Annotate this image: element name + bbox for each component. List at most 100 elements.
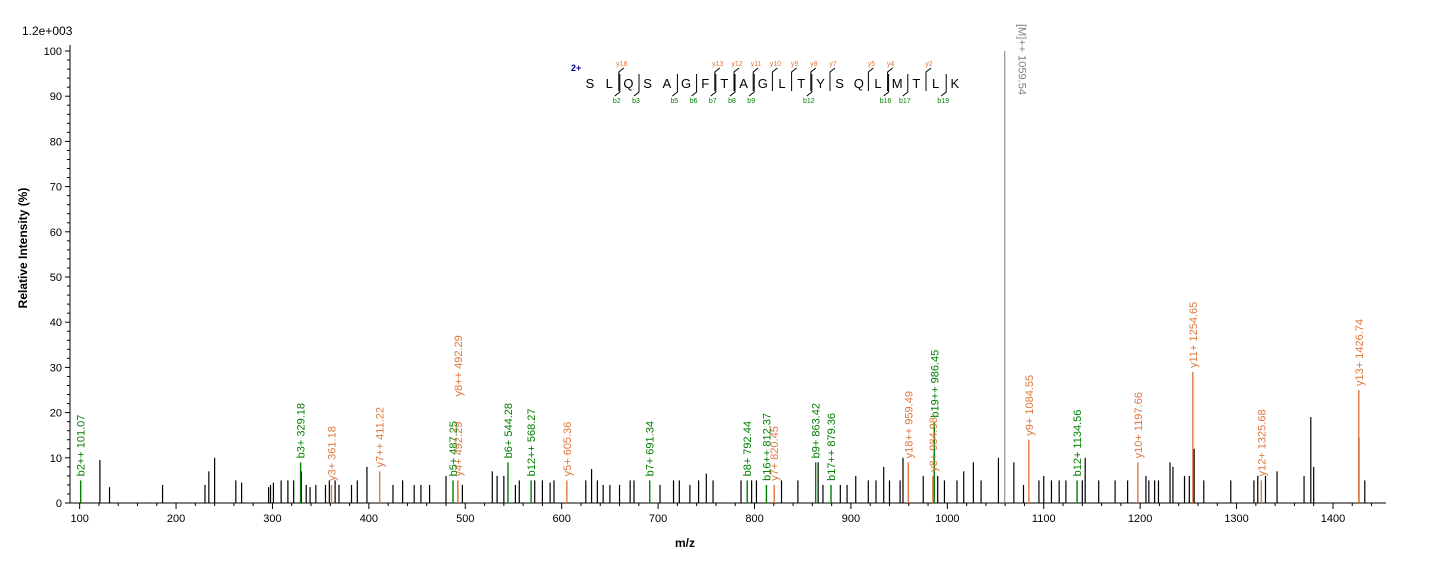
axes: 0 10 20 30 40 50 60 70 80 90 100 100 200 300 400 500 600… [44, 45, 1386, 525]
peak-label: b2++ 101.07 [76, 415, 88, 477]
y-fragment-mark [810, 67, 817, 91]
x-tick-label: 800 [745, 513, 763, 525]
residue: L [778, 76, 785, 91]
residue: S [586, 76, 595, 91]
residue: T [797, 76, 805, 91]
y-fragment-label: y13 [712, 61, 723, 68]
peaks [79, 51, 1366, 503]
y-tick-label: 30 [50, 362, 62, 374]
y-tick-label: 20 [50, 408, 62, 420]
residue: K [950, 76, 959, 91]
peak-label: y8+ 984.98 [928, 417, 940, 472]
y-fragment-mark [714, 67, 721, 91]
b-fragment-mark [729, 74, 736, 97]
y-tick-label: 0 [56, 498, 62, 510]
b-fragment-mark [940, 74, 947, 97]
b-fragment-label: b17 [899, 98, 911, 105]
b-fragment-mark [710, 74, 717, 97]
y-tick-label: 70 [50, 182, 62, 194]
x-tick-label: 300 [263, 513, 281, 525]
residue: A [662, 76, 671, 91]
y-tick-label: 60 [50, 227, 62, 239]
residue: L [932, 76, 939, 91]
x-tick-label: 1300 [1224, 513, 1248, 525]
b-fragment-mark [691, 74, 698, 97]
residue: G [758, 76, 768, 91]
peak-label: y10+ 1197.66 [1133, 392, 1145, 458]
peak-label: y7++ 411.22 [375, 407, 387, 467]
b-fragment-label: b19 [937, 98, 949, 105]
x-tick-label: 500 [456, 513, 474, 525]
y-tick-label: 100 [44, 46, 62, 58]
peak-label: y7+ 820.45 [769, 426, 781, 481]
y-fragment-mark [829, 67, 836, 91]
y-fragment-label: y5 [868, 61, 876, 68]
x-axis-title: m/z [675, 536, 695, 550]
y-fragment-mark [733, 67, 740, 91]
y-fragment-mark [925, 67, 932, 91]
x-tick-label: 900 [842, 513, 860, 525]
residue: L [606, 76, 613, 91]
x-tick-label: 700 [649, 513, 667, 525]
b-fragment-mark [633, 74, 640, 97]
residue: Q [854, 76, 864, 91]
peak-label: y18++ 959.49 [903, 391, 915, 458]
b-fragment-mark [902, 74, 909, 97]
y-fragment-label: y18 [616, 61, 627, 68]
residue: G [681, 76, 691, 91]
x-tick-label: 1400 [1321, 513, 1345, 525]
peak-label: b7+ 691.34 [645, 421, 657, 476]
residue: Y [816, 76, 825, 91]
peak-label: y9+ 1084.55 [1024, 375, 1036, 436]
peak-label: b12+ 1134.56 [1072, 410, 1084, 477]
x-tick-label: 1000 [935, 513, 959, 525]
b-fragment-label: b3 [632, 98, 640, 105]
residue: Q [623, 76, 633, 91]
b-fragment-label: b5 [671, 98, 679, 105]
y-fragment-label: y2 [925, 61, 933, 68]
residue: T [912, 76, 920, 91]
y-fragment-label: y9 [791, 61, 799, 68]
residue: L [874, 76, 881, 91]
peak-label: b12++ 568.27 [526, 408, 538, 476]
y-fragment-label: y11 [751, 61, 762, 68]
residue: F [701, 76, 709, 91]
b-fragment-mark [806, 74, 813, 97]
peak-label: b17++ 879.36 [826, 413, 838, 481]
y-fragment-label: y12 [731, 61, 742, 68]
peak-label: y12+ 1325.68 [1256, 409, 1268, 476]
y-tick-label: 50 [50, 272, 62, 284]
x-tick-label: 200 [167, 513, 185, 525]
b-fragment-label: b2 [613, 98, 621, 105]
charge-label: 2+ [571, 63, 581, 73]
b-fragment-mark [672, 74, 678, 97]
x-tick-label: 100 [70, 513, 88, 525]
b-fragment-label: b8 [728, 98, 736, 105]
peak-label: b3+ 329.18 [296, 403, 308, 458]
b-fragment-label: b6 [690, 98, 698, 105]
intensity-scale-label: 1.2e+003 [22, 24, 73, 38]
y-fragment-label: y8 [810, 61, 818, 68]
residue: S [643, 76, 652, 91]
b-fragment-mark [614, 74, 621, 97]
x-tick-label: 1200 [1128, 513, 1152, 525]
residue: A [739, 76, 748, 91]
y-fragment-mark [791, 67, 797, 91]
x-tick-label: 400 [360, 513, 378, 525]
peak-labels: b2++ 101.07 b3+ 329.18 y3+ 361.18 y7++ 411.… [76, 24, 1366, 481]
peak-label: b5+ 487.25 [448, 421, 460, 476]
peak-label: b6+ 544.28 [503, 403, 515, 458]
b-fragment-label: b16 [880, 98, 892, 105]
residue: T [720, 76, 728, 91]
peak-label: y13+ 1426.74 [1354, 319, 1366, 386]
peak-label: [M]++ 1059.54 [1016, 24, 1028, 95]
peak-label: b16++ 812.37 [761, 413, 773, 481]
b-fragment-label: b12 [803, 98, 815, 105]
peak-label: b19++ 986.45 [929, 350, 941, 418]
y-tick-label: 40 [50, 317, 62, 329]
peak-label: y8++ 492.29 [453, 335, 465, 396]
peak-label: y3+ 361.18 [326, 426, 338, 481]
b-fragment-mark [748, 74, 755, 97]
